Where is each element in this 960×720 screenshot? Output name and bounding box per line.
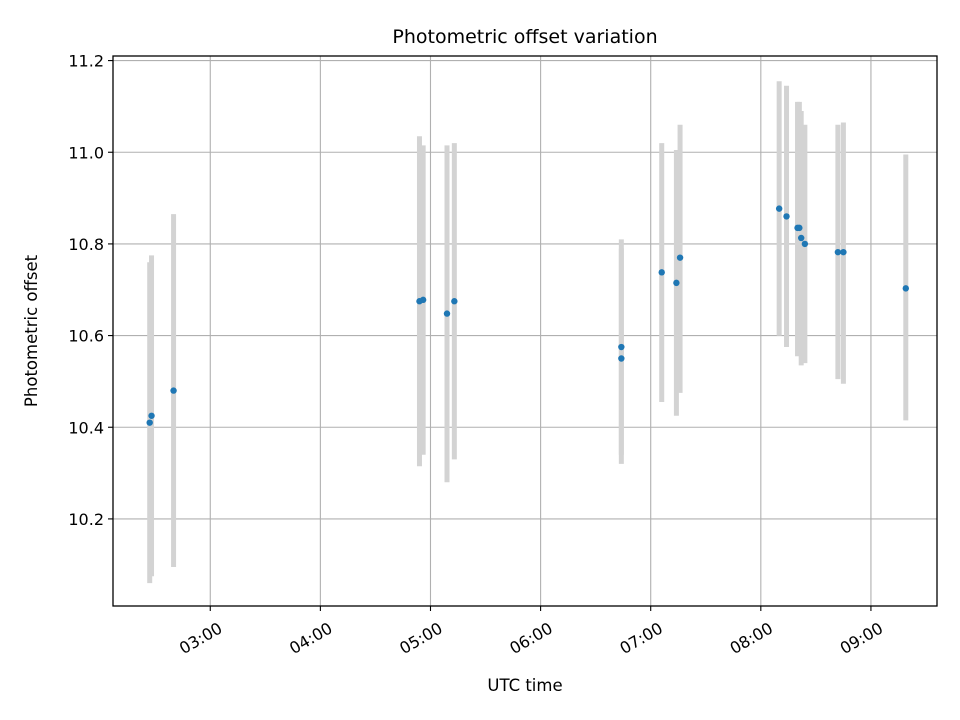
y-tick-label: 10.2 bbox=[68, 510, 104, 529]
data-point bbox=[170, 387, 177, 394]
data-point bbox=[840, 248, 847, 256]
data-point bbox=[451, 298, 458, 305]
data-point bbox=[834, 248, 842, 256]
data-point bbox=[796, 224, 803, 232]
data-point bbox=[775, 205, 783, 212]
data-point bbox=[419, 296, 427, 304]
y-tick-label: 10.8 bbox=[68, 235, 104, 254]
data-point bbox=[443, 310, 451, 317]
data-point bbox=[148, 412, 155, 419]
y-tick-label: 11.0 bbox=[68, 143, 104, 162]
data-point bbox=[146, 419, 153, 426]
data-points bbox=[146, 205, 910, 426]
y-tick-label: 11.2 bbox=[68, 52, 104, 71]
data-point bbox=[676, 254, 684, 261]
y-axis: 10.2 10.4 10.6 10.8 11.0 11.2 bbox=[68, 52, 113, 529]
data-point bbox=[658, 269, 665, 276]
chart-title: Photometric offset variation bbox=[392, 26, 657, 48]
y-tick-label: 10.4 bbox=[68, 418, 104, 437]
x-axis-label: UTC time bbox=[487, 676, 562, 695]
data-point bbox=[902, 285, 910, 292]
data-point bbox=[783, 213, 790, 220]
data-point bbox=[618, 355, 625, 362]
y-tick-label: 10.6 bbox=[68, 327, 104, 346]
data-point bbox=[797, 234, 805, 242]
data-point bbox=[801, 240, 809, 248]
plot-frame bbox=[112, 55, 938, 607]
data-point bbox=[673, 279, 680, 287]
y-axis-label: Photometric offset bbox=[22, 254, 41, 407]
data-point bbox=[618, 343, 625, 351]
